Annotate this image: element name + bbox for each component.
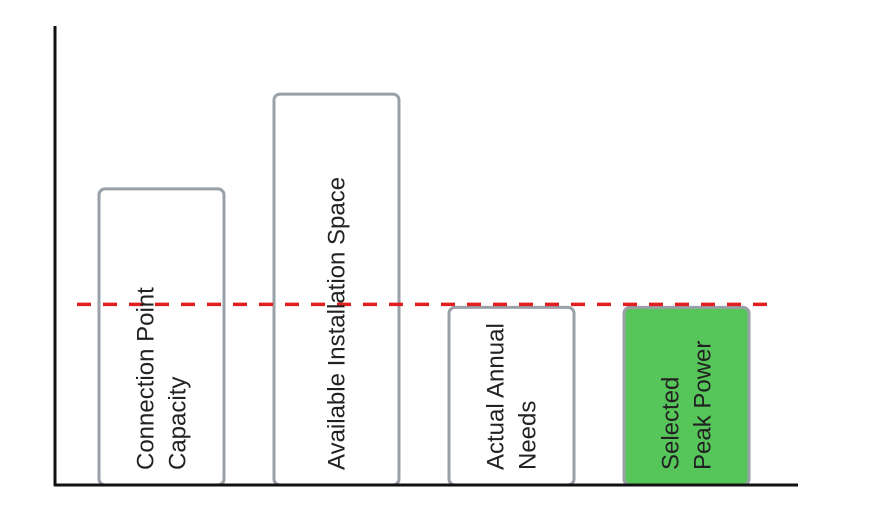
bar-label-1: Connection Point Capacity <box>133 287 192 470</box>
bar-label-3: Actual Annual Needs <box>483 323 542 470</box>
bar-label-line: Connection Point <box>133 287 160 470</box>
bar-label-line: Selected <box>658 377 685 470</box>
bar-label-2: Available Installation Space <box>324 177 351 470</box>
bar-label-line: Capacity <box>165 377 192 470</box>
labels-layer: Connection Point Capacity Available Instal… <box>133 177 717 470</box>
bar-3 <box>447 305 576 487</box>
bars-layer <box>97 92 751 487</box>
bar-label-line: Peak Power <box>690 341 717 470</box>
bar-4 <box>622 305 751 487</box>
bar-label-line: Actual Annual <box>483 323 510 470</box>
bar-label-line: Available Installation Space <box>324 177 351 470</box>
bar-1 <box>97 187 226 487</box>
bar-label-4: Selected Peak Power <box>658 341 717 470</box>
bar-label-line: Needs <box>515 401 542 470</box>
